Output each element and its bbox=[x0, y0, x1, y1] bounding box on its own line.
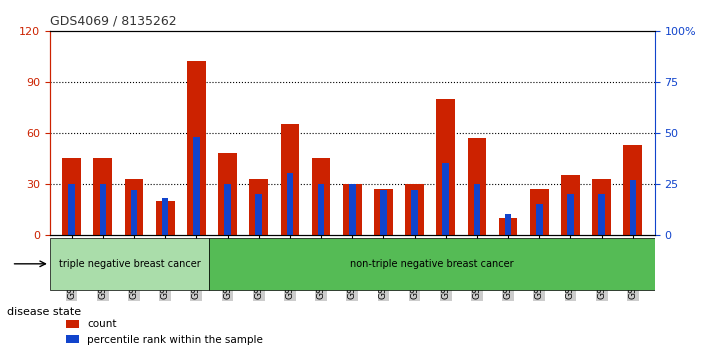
Text: triple negative breast cancer: triple negative breast cancer bbox=[58, 259, 201, 269]
Legend: count, percentile rank within the sample: count, percentile rank within the sample bbox=[62, 315, 267, 349]
Text: non-triple negative breast cancer: non-triple negative breast cancer bbox=[350, 259, 513, 269]
Bar bbox=[505, 214, 511, 235]
FancyBboxPatch shape bbox=[50, 238, 209, 290]
Bar bbox=[187, 61, 205, 235]
Bar bbox=[530, 189, 549, 235]
Bar bbox=[405, 184, 424, 235]
Bar bbox=[193, 137, 200, 235]
Bar bbox=[442, 163, 449, 235]
Bar bbox=[63, 158, 81, 235]
Bar bbox=[380, 190, 387, 235]
Bar bbox=[287, 173, 293, 235]
Bar bbox=[124, 178, 144, 235]
FancyBboxPatch shape bbox=[209, 238, 655, 290]
Bar bbox=[162, 198, 169, 235]
Bar bbox=[411, 190, 418, 235]
Bar bbox=[100, 184, 106, 235]
Bar bbox=[311, 158, 331, 235]
Bar bbox=[624, 144, 642, 235]
Bar bbox=[68, 184, 75, 235]
Bar bbox=[318, 184, 324, 235]
Bar bbox=[250, 178, 268, 235]
Bar bbox=[218, 153, 237, 235]
Bar bbox=[498, 218, 518, 235]
Bar bbox=[374, 189, 392, 235]
Bar bbox=[349, 184, 356, 235]
Bar bbox=[599, 194, 605, 235]
Bar bbox=[567, 194, 574, 235]
Bar bbox=[224, 184, 231, 235]
Bar bbox=[131, 190, 137, 235]
Bar bbox=[255, 194, 262, 235]
Bar bbox=[561, 175, 580, 235]
Bar bbox=[343, 184, 362, 235]
Bar bbox=[592, 178, 611, 235]
Text: GDS4069 / 8135262: GDS4069 / 8135262 bbox=[50, 15, 176, 28]
Bar bbox=[468, 138, 486, 235]
Bar bbox=[437, 99, 455, 235]
Bar bbox=[536, 204, 542, 235]
Bar bbox=[93, 158, 112, 235]
Text: disease state: disease state bbox=[7, 307, 81, 316]
Bar bbox=[474, 184, 480, 235]
Bar bbox=[629, 179, 636, 235]
Bar bbox=[281, 124, 299, 235]
Bar bbox=[156, 201, 174, 235]
